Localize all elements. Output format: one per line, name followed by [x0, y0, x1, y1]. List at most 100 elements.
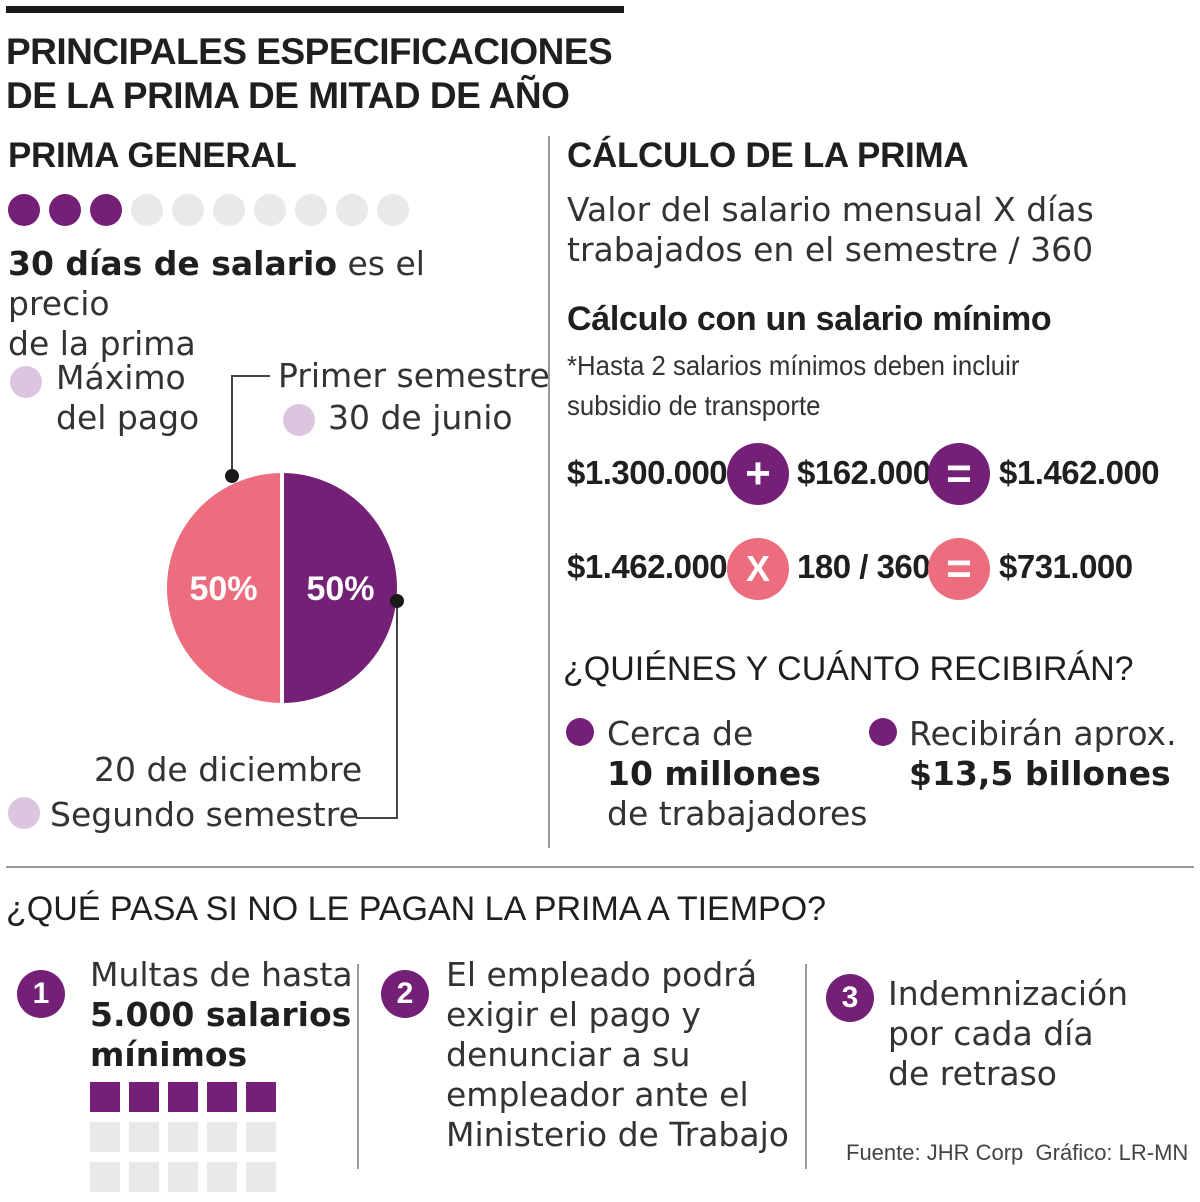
pie-value-labels: 50% 50% — [189, 570, 374, 608]
step-1-bold-1: 5.000 salarios — [90, 995, 352, 1034]
step-3-number: 3 — [826, 974, 874, 1022]
step-2-text: El empleado podrá exigir el pago y denunci… — [446, 955, 789, 1155]
first-semester-label: Primer semestre — [278, 356, 550, 395]
equals-icon: = — [928, 443, 990, 505]
description-line-2: de la prima — [8, 324, 196, 363]
second-semester-date: 20 de diciembre — [94, 750, 363, 789]
workers-pre: Cerca de — [607, 714, 754, 753]
note-line-2: subsidio de transporte — [567, 390, 821, 421]
title-line-2: DE LA PRIMA DE MITAD DE AÑO — [6, 75, 570, 116]
day-dot-empty — [295, 194, 327, 226]
general-description: 30 días de salario es el precio de la pr… — [8, 244, 528, 364]
max-legend-line-1: Máximo — [56, 358, 186, 397]
max-legend-dot — [10, 366, 42, 398]
pie-chart: 50% 50% — [163, 375, 404, 819]
first-semester-date: 30 de junio — [328, 398, 513, 437]
workers-post: de trabajadores — [607, 794, 868, 833]
step-2-number: 2 — [381, 970, 429, 1018]
second-semester-label: Segundo semestre — [50, 795, 359, 834]
fine-square-empty — [246, 1162, 276, 1192]
step-2-line-1: El empleado podrá — [446, 955, 758, 994]
day-dot-filled — [90, 194, 122, 226]
equals-icon-2: = — [928, 538, 990, 600]
workers-item: Cerca de 10 millones de trabajadores — [607, 714, 868, 834]
formula-line-2: trabajados en el semestre / 360 — [567, 230, 1094, 269]
pie-value-label-1: 50% — [306, 570, 374, 608]
row2-result: $731.000 — [999, 548, 1133, 585]
day-dot-empty — [377, 194, 409, 226]
day-dot-empty — [336, 194, 368, 226]
second-semester-leader — [356, 601, 398, 819]
calculo-heading: CÁLCULO DE LA PRIMA — [567, 136, 969, 175]
fine-square-filled — [246, 1082, 276, 1112]
workers-bullet — [566, 718, 594, 746]
amount-bullet — [869, 718, 897, 746]
step-3-line-1: Indemnización — [888, 974, 1129, 1013]
amount-item: Recibirán aprox. $13,5 billones — [909, 714, 1177, 794]
day-dot-empty — [213, 194, 245, 226]
max-legend-line-2: del pago — [56, 398, 200, 437]
fine-square-empty — [90, 1162, 120, 1192]
fine-squares — [90, 1082, 290, 1202]
row1-result: $1.462.000 — [999, 454, 1160, 491]
day-dot-empty — [131, 194, 163, 226]
step-3-line-2: por cada día — [888, 1014, 1094, 1053]
row1-transport: $162.000 — [797, 454, 931, 491]
step-1-bold-2: mínimos — [90, 1035, 248, 1074]
amount-value: $13,5 billones — [909, 754, 1171, 793]
step-3-text: Indemnización por cada día de retraso — [888, 974, 1128, 1094]
row1-salary: $1.300.000 — [567, 454, 728, 491]
fine-square-filled — [207, 1082, 237, 1112]
title-line-1: PRINCIPALES ESPECIFICACIONES — [6, 31, 613, 72]
step-2-line-4: empleador ante el — [446, 1075, 749, 1114]
step-1-number: 1 — [17, 970, 65, 1018]
first-semester-leader-dot — [225, 469, 239, 483]
fine-squares-row — [90, 1122, 290, 1152]
second-semester-dot — [8, 797, 40, 829]
section-divider — [6, 866, 1194, 868]
calculo-formula: Valor del salario mensual X días trabaja… — [567, 190, 1187, 270]
step-1-text: Multas de hasta 5.000 salarios mínimos — [90, 955, 353, 1075]
step-2-line-2: exigir el pago y — [446, 995, 701, 1034]
row2-days: 180 / 360 — [797, 548, 931, 585]
multiply-icon: X — [727, 538, 789, 600]
max-legend-label: Máximo del pago — [56, 358, 199, 438]
quienes-heading: ¿QUIÉNES Y CUÁNTO RECIBIRÁN? — [563, 650, 1134, 688]
source-credit: Fuente: JHR Corp Gráfico: LR-MN — [846, 1140, 1189, 1165]
day-dot-empty — [172, 194, 204, 226]
calculo-sub-heading: Cálculo con un salario mínimo — [567, 300, 1052, 338]
step-divider-1 — [357, 964, 359, 1169]
step-2-line-5: Ministerio de Trabajo — [446, 1115, 789, 1154]
first-semester-leader — [231, 375, 270, 476]
fine-square-empty — [246, 1122, 276, 1152]
pie-slice-1 — [280, 468, 401, 708]
fine-square-empty — [168, 1162, 198, 1192]
formula-line-1: Valor del salario mensual X días — [567, 190, 1094, 229]
amount-pre: Recibirán aprox. — [909, 714, 1177, 753]
description-bold: 30 días de salario — [8, 244, 337, 283]
row2-base: $1.462.000 — [567, 548, 728, 585]
pie-value-label-2: 50% — [189, 570, 257, 608]
fine-square-empty — [207, 1122, 237, 1152]
fine-square-empty — [90, 1122, 120, 1152]
page-title: PRINCIPALES ESPECIFICACIONES DE LA PRIMA… — [6, 30, 666, 118]
days-dot-scale — [8, 194, 409, 226]
top-rule — [6, 6, 624, 13]
step-3-line-3: de retraso — [888, 1054, 1057, 1093]
fine-square-filled — [168, 1082, 198, 1112]
fine-square-empty — [129, 1122, 159, 1152]
second-semester-leader-dot — [390, 594, 404, 608]
workers-count: 10 millones — [607, 754, 821, 793]
fine-square-filled — [90, 1082, 120, 1112]
first-semester-dot — [283, 404, 315, 436]
note-line-1: *Hasta 2 salarios mínimos deben incluir — [567, 350, 1020, 381]
day-dot-filled — [49, 194, 81, 226]
fine-square-empty — [207, 1162, 237, 1192]
fine-square-empty — [168, 1122, 198, 1152]
fine-squares-row — [90, 1162, 290, 1192]
column-divider — [548, 136, 550, 848]
step-2-line-3: denunciar a su — [446, 1035, 691, 1074]
fine-square-filled — [129, 1082, 159, 1112]
description-rest: es el precio — [8, 244, 425, 323]
bottom-heading: ¿QUÉ PASA SI NO LE PAGAN LA PRIMA A TIEM… — [6, 890, 827, 928]
